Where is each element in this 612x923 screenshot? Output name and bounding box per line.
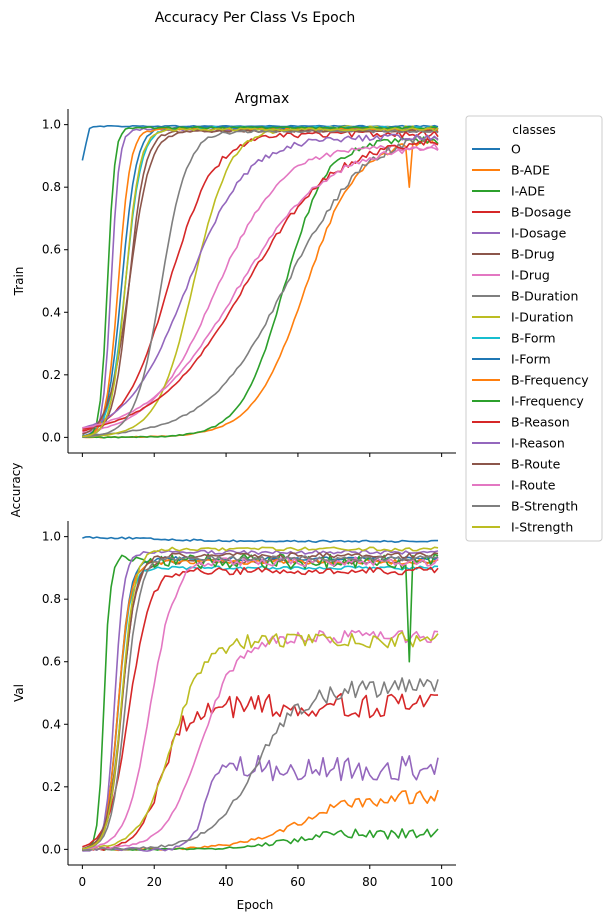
y-tick-label: 0.0 (42, 430, 61, 444)
series-line-i-form (82, 125, 439, 437)
series-line-b-duration (82, 135, 439, 437)
series-line-b-reason (82, 137, 439, 430)
series-line-i-route (82, 556, 439, 850)
legend-label: I-Strength (511, 520, 573, 535)
legend-label: B-Dosage (511, 205, 571, 220)
legend-title: classes (512, 123, 555, 137)
series-line-i-reason (82, 133, 439, 429)
series-line-b-ade (82, 139, 439, 439)
legend-label: I-Reason (511, 436, 565, 451)
series-line-b-duration (82, 677, 439, 852)
series-line-i-route (82, 145, 439, 429)
y-tick-label: 0.8 (42, 180, 61, 194)
y-tick-label: 0.0 (42, 842, 61, 856)
legend-label: I-Dosage (511, 226, 567, 241)
y-tick-label: 0.2 (42, 780, 61, 794)
series-line-b-reason (82, 566, 439, 848)
series-line-i-ade (82, 136, 439, 439)
series-line-b-form (82, 125, 439, 437)
legend-label: I-Duration (511, 310, 574, 325)
x-tick-label: 80 (362, 875, 377, 889)
legend-label: B-Form (511, 331, 556, 346)
legend-label: O (511, 142, 521, 157)
legend-label: B-Duration (511, 289, 578, 304)
series-line-b-dosage (81, 692, 439, 852)
legend-label: I-Form (511, 352, 551, 367)
series-line-i-drug (82, 629, 439, 851)
legend-label: I-ADE (511, 184, 545, 199)
legend-frame (465, 115, 603, 542)
y-tick-label: 0.2 (42, 368, 61, 382)
series-line-i-strength (82, 127, 439, 438)
legend-label: B-ADE (511, 163, 550, 178)
x-axis-label: Epoch (237, 898, 274, 912)
x-tick-label: 0 (79, 875, 87, 889)
train-subplot: 0.0 0.2 0.4 0.6 0.8 1.0 Argmax Train (12, 91, 456, 457)
series-line-b-route (82, 128, 439, 435)
series-line-i-reason (82, 549, 439, 851)
legend-label: B-Reason (511, 415, 570, 430)
y-tick-label: 1.0 (42, 118, 61, 132)
series-line-i-dosage (82, 754, 439, 852)
legend-label: B-Frequency (511, 373, 589, 388)
y-tick-label: 0.6 (42, 655, 61, 669)
y-axis-label: Val (12, 684, 26, 702)
x-tick-label: 40 (218, 875, 233, 889)
legend-label: I-Drug (511, 268, 550, 283)
series-line-o (81, 124, 439, 161)
series-line-b-ade (82, 789, 439, 852)
legend-label: B-Drug (511, 247, 555, 262)
legend: classes O B-ADE I-ADE B-Dosage I-Dosage B-Dru… (465, 115, 603, 542)
legend-label: B-Route (511, 457, 561, 472)
series-line-o (82, 536, 439, 543)
shared-y-axis-label: Accuracy (9, 463, 23, 518)
series-line-b-dosage (82, 130, 439, 432)
legend-label: I-Frequency (511, 394, 584, 409)
x-tick-label: 100 (430, 875, 453, 889)
y-tick-label: 1.0 (42, 530, 61, 544)
series-line-i-duration (82, 631, 439, 851)
legend-label: B-Strength (511, 499, 578, 514)
y-axis-label: Train (12, 267, 26, 297)
subplot-title: Argmax (235, 91, 289, 107)
series-line-i-frequency (82, 126, 439, 438)
series-line-i-ade (82, 828, 439, 851)
series-line-b-strength (82, 555, 439, 850)
series-line-i-strength (82, 546, 439, 850)
series-line-b-route (82, 552, 439, 850)
legend-label: I-Route (511, 478, 556, 493)
y-tick-label: 0.6 (42, 243, 61, 257)
y-tick-label: 0.8 (42, 592, 61, 606)
y-tick-label: 0.4 (42, 305, 61, 319)
figure-suptitle: Accuracy Per Class Vs Epoch (155, 10, 356, 26)
y-tick-label: 0.4 (42, 717, 61, 731)
val-subplot: 0.0 0.2 0.4 0.6 0.8 1.0 0 20 40 60 80 100 Val Epoch (12, 521, 456, 912)
x-tick-label: 20 (147, 875, 162, 889)
x-tick-label: 60 (290, 875, 305, 889)
